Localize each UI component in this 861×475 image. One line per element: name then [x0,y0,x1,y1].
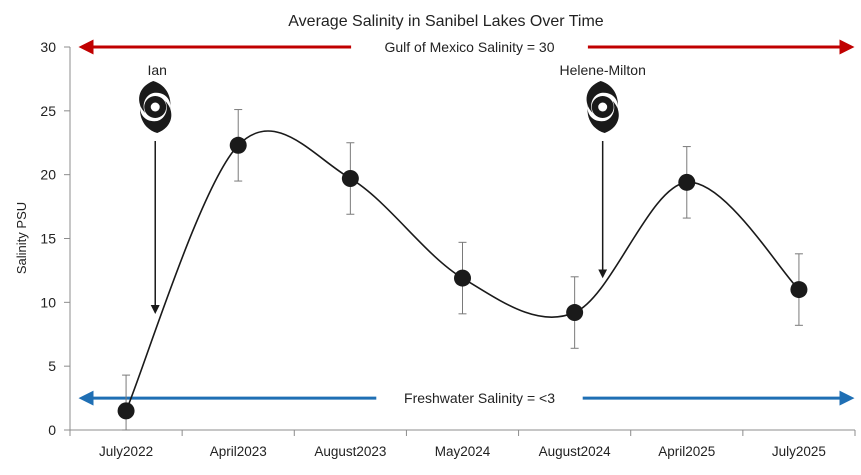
data-point [566,304,584,322]
axes: 0 5 10 15 20 25 30 July2022 April2023 August2023 M… [40,39,856,459]
data-point [454,269,471,287]
freshwater-salinity-label: Freshwater Salinity = <3 [404,390,555,406]
y-tick-label: 0 [48,422,56,438]
y-tick-label: 20 [40,167,56,183]
x-tick-label: July2025 [772,444,826,459]
reference-lines: Gulf of Mexico Salinity = 30 Freshwater S… [78,39,855,406]
hurricane-icon [586,81,619,134]
data-series [117,109,808,431]
x-tick-label: April2023 [210,444,267,459]
y-tick-label: 10 [40,294,56,310]
data-point [229,136,247,154]
y-tick-label: 15 [40,231,56,247]
x-tick-label: July2022 [99,444,153,459]
chart-title: Average Salinity in Sanibel Lakes Over T… [288,13,604,30]
data-point [117,402,135,420]
x-tick-label: August2023 [314,444,386,459]
storm-annotations: Ian Helene-Milton [139,62,646,315]
x-tick-label: May2024 [435,444,491,459]
data-point [341,169,359,187]
gulf-salinity-label: Gulf of Mexico Salinity = 30 [384,39,554,55]
y-axis-label: Salinity PSU [14,202,29,274]
data-point [678,173,696,191]
y-tick-label: 30 [40,39,56,55]
x-tick-label: April2025 [658,444,715,459]
helene-milton-label: Helene-Milton [559,62,645,78]
hurricane-icon [139,81,172,134]
y-tick-label: 25 [40,103,56,119]
y-tick-label: 5 [48,358,56,374]
x-tick-label: August2024 [539,444,612,459]
ian-label: Ian [147,62,166,78]
data-point [790,281,808,299]
